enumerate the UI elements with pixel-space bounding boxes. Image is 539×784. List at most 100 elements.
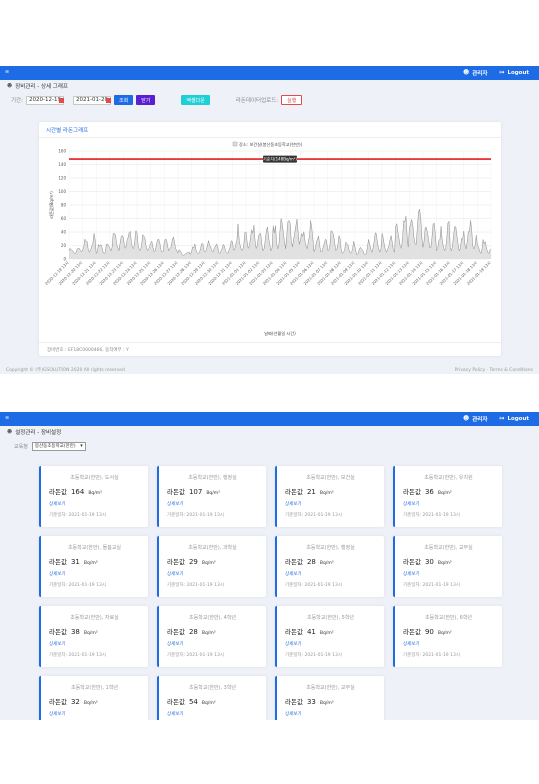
threshold-label: 기준치(148Bq/m³) — [263, 156, 297, 162]
radon-unit: Bq/m³ — [201, 561, 216, 566]
date-value: 2021-01-19 13시 — [304, 513, 342, 518]
menu-toggle-icon[interactable]: ≡ — [5, 69, 10, 75]
radon-value-row: 라돈값 36 Bq/m³ — [403, 486, 502, 496]
date-from-value: 2020-12-19 — [28, 96, 61, 103]
radon-value-row: 라돈값 29 Bq/m³ — [167, 556, 266, 566]
date-to-value: 2021-01-20 — [75, 96, 108, 103]
menu-toggle-icon[interactable]: ≡ — [5, 415, 10, 421]
top-bar: ≡ ☻ 관리자 ↦ Logout — [0, 412, 539, 426]
calendar-icon[interactable] — [58, 97, 64, 103]
school-select-value: 봉산동초등학교(한만) — [34, 443, 76, 449]
legend-swatch — [232, 141, 238, 147]
school-label: 교육청 — [14, 443, 28, 450]
device-card: 초등학교(한만), 자료실 라돈값 38 Bq/m³ 상세보기 기준일자: 2021-01… — [39, 606, 148, 667]
page-footer: Copyright © (주)GSOLUTION 2020 All rights… — [0, 366, 539, 374]
y-tick-label: 80 — [61, 203, 67, 208]
date-prefix: 기준일자: — [167, 653, 186, 658]
radon-label: 라돈값 — [285, 488, 303, 496]
reference-date: 기준일자: 2021-01-19 13시 — [403, 582, 502, 588]
logout-icon: ↦ — [499, 415, 505, 422]
breadcrumb: ☻ 설정관리 - 장비설정 — [0, 426, 539, 438]
detail-link[interactable]: 상세보기 — [49, 502, 66, 507]
radon-value: 21 — [306, 488, 316, 496]
search-button[interactable]: 조회 — [113, 95, 134, 105]
detail-link[interactable]: 상세보기 — [49, 712, 66, 717]
detail-link[interactable]: 상세보기 — [403, 572, 420, 577]
detail-link[interactable]: 상세보기 — [285, 642, 302, 647]
detail-link[interactable]: 상세보기 — [167, 502, 184, 507]
date-prefix: 기준일자: — [285, 653, 304, 658]
admin-label: 관리자 — [472, 417, 488, 423]
device-location: 초등학교(한만), 5학년 — [306, 615, 355, 621]
date-value: 2021-01-19 13시 — [422, 513, 460, 518]
date-prefix: 기준일자: — [285, 513, 304, 518]
series-area — [69, 209, 491, 259]
radon-value-row: 라돈값 107 Bq/m³ — [167, 486, 266, 496]
detail-link[interactable]: 상세보기 — [167, 572, 184, 577]
date-value: 2021-01-19 13시 — [68, 653, 106, 658]
date-value: 2021-01-19 13시 — [186, 513, 224, 518]
graph-panel: 시간별 라돈그래프 장소: 보건실(봉산동초등학교(한만)) 0 20 40 60 80 1… — [39, 122, 501, 356]
admin-menu[interactable]: ☻ 관리자 — [463, 69, 487, 78]
radon-value-row: 라돈값 54 Bq/m³ — [167, 696, 266, 706]
logout-button[interactable]: ↦ Logout — [499, 415, 529, 423]
detail-link[interactable]: 상세보기 — [167, 642, 184, 647]
run-upload-button[interactable]: 실행 — [281, 95, 303, 105]
close-button[interactable]: 닫기 — [136, 95, 156, 105]
user-icon: ☻ — [462, 415, 470, 422]
radon-unit: Bq/m³ — [83, 561, 98, 566]
radon-label: 라돈값 — [403, 488, 421, 496]
detail-link[interactable]: 상세보기 — [49, 572, 66, 577]
radon-unit: Bq/m³ — [83, 631, 98, 636]
date-from-input[interactable]: 2020-12-19 — [25, 95, 64, 105]
radon-label: 라돈값 — [285, 698, 303, 706]
device-card: 초등학교(한만), 돌봄교실 라돈값 31 Bq/m³ 상세보기 기준일자: 2021-0… — [39, 536, 148, 597]
detail-link[interactable]: 상세보기 — [167, 712, 184, 717]
school-filter: 교육청 봉산동초등학교(한만) ▾ — [0, 438, 539, 454]
radon-unit: Bq/m³ — [319, 631, 334, 636]
detail-link[interactable]: 상세보기 — [285, 502, 302, 507]
date-value: 2021-01-19 13시 — [186, 583, 224, 588]
panel-title: 시간별 라돈그래프 — [39, 122, 501, 138]
detail-link[interactable]: 상세보기 — [403, 642, 420, 647]
reference-date: 기준일자: 2021-01-19 13시 — [167, 652, 266, 658]
radon-label: 라돈값 — [49, 628, 67, 636]
device-location: 초등학교(한만), 3학년 — [188, 685, 237, 691]
date-prefix: 기준일자: — [167, 583, 186, 588]
logout-label: Logout — [507, 70, 529, 76]
date-to-input[interactable]: 2021-01-20 — [72, 95, 111, 105]
device-card: 초등학교(한만), 과학실 라돈값 29 Bq/m³ 상세보기 기준일자: 2021-01… — [157, 536, 266, 597]
radon-unit: Bq/m³ — [437, 491, 452, 496]
detail-link[interactable]: 상세보기 — [403, 502, 420, 507]
date-prefix: 기준일자: — [403, 513, 422, 518]
breadcrumb-text: 설정관리 - 장비설정 — [15, 430, 62, 436]
footer-links[interactable]: Privacy Policy · Terms & Conditions — [454, 367, 533, 373]
device-location: 초등학교(한만), 4학년 — [188, 615, 237, 621]
reference-date: 기준일자: 2021-01-19 13시 — [285, 582, 384, 588]
radon-label: 라돈값 — [49, 488, 67, 496]
y-tick-label: 160 — [58, 149, 66, 154]
radon-unit: Bq/m³ — [319, 701, 334, 706]
device-card: 초등학교(한만), 행정실 라돈값 107 Bq/m³ 상세보기 기준일자: 2021-0… — [157, 466, 266, 527]
y-tick-label: 20 — [61, 243, 67, 248]
detail-link[interactable]: 상세보기 — [49, 642, 66, 647]
detail-link[interactable]: 상세보기 — [285, 712, 302, 717]
excel-download-button[interactable]: 엑셀다운 — [181, 95, 210, 105]
detail-link[interactable]: 상세보기 — [285, 572, 302, 577]
reference-date: 기준일자: 2021-01-19 13시 — [403, 652, 502, 658]
detail-graph-screen: ≡ ☻ 관리자 ↦ Logout ☻ 장비관리 - 상세 그래프 기간: 202… — [0, 66, 539, 374]
radon-value: 32 — [70, 698, 80, 706]
logout-button[interactable]: ↦ Logout — [499, 70, 529, 77]
person-icon: ☻ — [7, 428, 13, 435]
upload-label: 라돈데이터업로드: — [235, 98, 279, 104]
device-location: 초등학교(한만), 6학년 — [424, 615, 473, 621]
school-select[interactable]: 봉산동초등학교(한만) ▾ — [31, 441, 86, 451]
calendar-icon[interactable] — [105, 97, 111, 103]
date-value: 2021-01-19 13시 — [422, 583, 460, 588]
admin-menu[interactable]: ☻ 관리자 — [462, 415, 488, 424]
device-location: 초등학교(한만), 유치원 — [424, 475, 473, 481]
radon-value-row: 라돈값 32 Bq/m³ — [49, 696, 148, 706]
radon-label: 라돈값 — [403, 628, 421, 636]
